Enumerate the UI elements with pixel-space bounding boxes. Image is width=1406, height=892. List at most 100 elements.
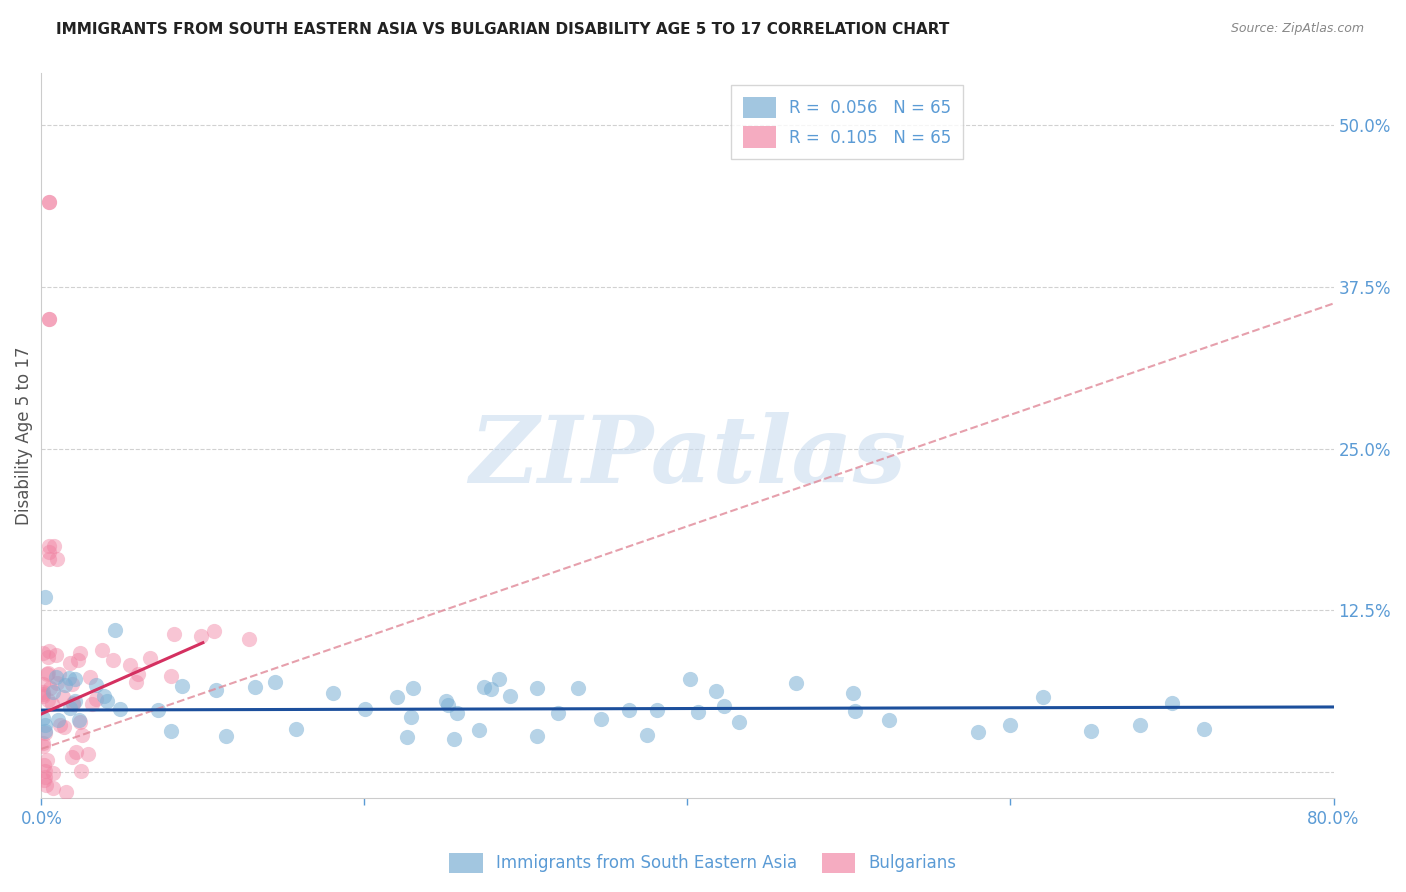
Point: [32, 646, 55, 660]
Point: [96, 693, 118, 707]
Point: [434, 694, 457, 708]
Point: [51, 690, 73, 704]
Point: [385, 690, 408, 705]
Point: [58, 671, 80, 685]
Point: [63, 672, 86, 686]
Point: [877, 714, 900, 728]
Point: [159, 669, 181, 683]
Point: [547, 706, 569, 720]
Point: [204, 682, 226, 697]
Point: [38, 195, 60, 210]
Point: [526, 681, 548, 696]
Point: [190, 629, 212, 643]
Point: [1129, 718, 1152, 732]
Text: Source: ZipAtlas.com: Source: ZipAtlas.com: [1230, 22, 1364, 36]
Point: [38, 312, 60, 326]
Point: [76, 747, 98, 761]
Point: [645, 703, 668, 717]
Point: [46, 713, 69, 727]
Point: [59, 701, 82, 715]
Point: [139, 651, 162, 665]
Point: [446, 706, 468, 720]
Point: [80, 697, 103, 711]
Point: [37, 692, 59, 706]
Point: [728, 714, 751, 729]
Point: [479, 682, 502, 697]
Point: [967, 724, 990, 739]
Point: [1032, 690, 1054, 705]
Point: [60, 677, 83, 691]
Point: [41, 698, 63, 712]
Point: [32, 736, 55, 750]
Point: [34, 591, 56, 605]
Point: [34, 726, 56, 740]
Point: [39, 681, 62, 696]
Point: [59, 657, 82, 671]
Point: [53, 721, 76, 735]
Point: [55, 785, 77, 799]
Point: [38, 539, 60, 553]
Point: [42, 765, 65, 780]
Point: [443, 732, 465, 747]
Point: [70, 764, 93, 778]
Point: [118, 657, 141, 672]
Point: [34, 770, 56, 784]
Point: [488, 672, 510, 686]
Point: [202, 624, 225, 638]
Point: [32, 739, 55, 753]
Point: [32, 772, 55, 787]
Point: [38, 644, 60, 658]
Point: [353, 702, 375, 716]
Point: [688, 705, 710, 719]
Point: [32, 677, 55, 691]
Point: [162, 627, 184, 641]
Text: IMMIGRANTS FROM SOUTH EASTERN ASIA VS BULGARIAN DISABILITY AGE 5 TO 17 CORRELATI: IMMIGRANTS FROM SOUTH EASTERN ASIA VS BU…: [56, 22, 949, 37]
Point: [37, 649, 59, 664]
Point: [844, 704, 866, 718]
Point: [238, 632, 260, 646]
Point: [65, 745, 87, 759]
Point: [62, 697, 84, 711]
Point: [101, 653, 124, 667]
Point: [34, 758, 56, 772]
Point: [66, 653, 89, 667]
Text: ZIPatlas: ZIPatlas: [470, 412, 905, 502]
Point: [1161, 696, 1184, 710]
Point: [243, 680, 266, 694]
Point: [91, 642, 114, 657]
Point: [86, 678, 108, 692]
Point: [402, 681, 425, 695]
Point: [48, 666, 70, 681]
Point: [32, 711, 55, 725]
Legend: R =  0.056   N = 65, R =  0.105   N = 65: R = 0.056 N = 65, R = 0.105 N = 65: [731, 85, 963, 160]
Point: [104, 623, 127, 637]
Point: [38, 551, 60, 566]
Point: [1000, 718, 1022, 732]
Point: [41, 780, 63, 795]
Point: [617, 703, 640, 717]
Point: [69, 646, 91, 660]
Point: [45, 670, 67, 684]
Point: [679, 672, 702, 686]
Point: [436, 698, 458, 712]
Point: [526, 729, 548, 743]
Point: [34, 724, 56, 739]
Point: [67, 713, 90, 727]
Point: [37, 667, 59, 681]
Point: [84, 691, 107, 706]
Point: [63, 694, 86, 708]
Point: [399, 710, 422, 724]
Point: [706, 683, 728, 698]
Point: [32, 685, 55, 699]
Point: [93, 689, 115, 703]
Point: [125, 674, 148, 689]
Point: [468, 723, 491, 738]
Point: [396, 730, 419, 744]
Point: [127, 667, 149, 681]
Point: [34, 778, 56, 792]
Point: [170, 679, 193, 693]
Point: [32, 689, 55, 703]
Point: [472, 680, 495, 694]
Point: [32, 687, 55, 701]
Point: [263, 675, 285, 690]
